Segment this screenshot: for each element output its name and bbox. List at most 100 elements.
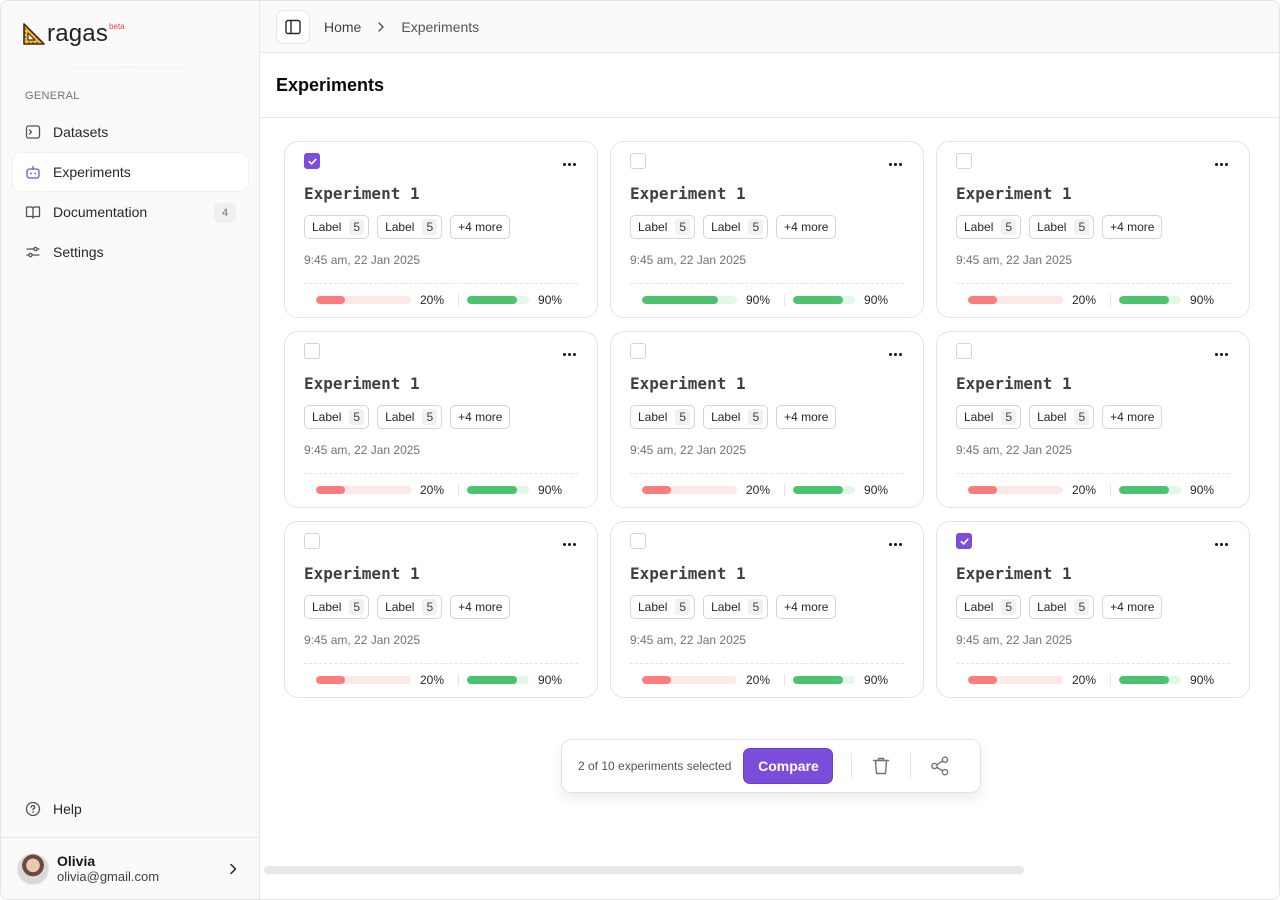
sidebar-item-label: Documentation [53,204,148,220]
select-checkbox[interactable] [956,343,972,359]
sidebar-item-settings[interactable]: Settings [13,233,248,271]
select-checkbox[interactable] [630,343,646,359]
metric-fill [642,676,671,684]
more-labels-chip[interactable]: +4 more [776,405,837,429]
sidebar-item-datasets[interactable]: Datasets [13,113,248,151]
label-chip[interactable]: Label 5 [703,215,769,239]
help-link[interactable]: Help [13,790,248,828]
experiment-card[interactable]: Experiment 1 Label 5 Label 5 +4 more 9:4… [284,141,598,318]
experiment-card[interactable]: Experiment 1 Label 5 Label 5 +4 more 9:4… [936,141,1250,318]
label-chip[interactable]: Label 5 [630,405,696,429]
select-checkbox[interactable] [630,153,646,169]
experiment-card[interactable]: Experiment 1 Label 5 Label 5 +4 more 9:4… [284,331,598,508]
more-options-button[interactable] [559,536,579,552]
compare-button[interactable]: Compare [743,748,834,784]
metric-value: 90% [864,483,889,497]
sidebar-item-experiments[interactable]: Experiments [13,153,248,191]
label-chip[interactable]: Label 5 [1029,405,1095,429]
share-icon[interactable] [929,755,951,777]
label-chip[interactable]: Label 5 [304,215,370,239]
toggle-sidebar-button[interactable] [276,9,310,44]
more-labels-chip[interactable]: +4 more [776,215,837,239]
sidebar-item-label: Experiments [53,164,131,180]
metric-fill [1119,296,1170,304]
horizontal-scrollbar[interactable] [264,866,1024,874]
more-labels-chip[interactable]: +4 more [450,595,511,619]
label-chip[interactable]: Label 5 [377,595,443,619]
experiment-card[interactable]: Experiment 1 Label 5 Label 5 +4 more 9:4… [610,521,924,698]
chevron-right-icon[interactable] [225,861,241,877]
user-email: olivia@gmail.com [57,869,160,884]
label-chip[interactable]: Label 5 [703,405,769,429]
label-chip[interactable]: Label 5 [630,215,696,239]
experiment-card[interactable]: Experiment 1 Label 5 Label 5 +4 more 9:4… [610,141,924,318]
select-checkbox[interactable] [304,533,320,549]
label-chip[interactable]: Label 5 [1029,595,1095,619]
select-checkbox[interactable] [956,533,972,549]
more-labels-chip[interactable]: +4 more [776,595,837,619]
more-options-button[interactable] [885,156,905,172]
experiment-card[interactable]: Experiment 1 Label 5 Label 5 +4 more 9:4… [284,521,598,698]
user-profile[interactable]: Olivia olivia@gmail.com [17,853,245,885]
more-labels-chip[interactable]: +4 more [450,405,511,429]
select-checkbox[interactable] [956,153,972,169]
label-chip[interactable]: Label 5 [956,405,1022,429]
label-chip[interactable]: Label 5 [703,595,769,619]
metric-bar [1119,486,1182,494]
metric-fill [968,676,997,684]
select-checkbox[interactable] [304,153,320,169]
metric-value: 20% [420,483,445,497]
label-name: Label [964,220,994,234]
select-checkbox[interactable] [304,343,320,359]
breadcrumb-home[interactable]: Home [324,18,362,35]
experiment-card[interactable]: Experiment 1 Label 5 Label 5 +4 more 9:4… [936,521,1250,698]
divider [956,663,1230,664]
metric-bar [642,676,737,684]
label-name: Label [385,220,415,234]
more-options-button[interactable] [1211,156,1231,172]
page-header: Experiments [260,53,1279,118]
experiment-title: Experiment 1 [304,374,420,393]
label-count: 5 [1074,219,1090,235]
dot [888,162,892,166]
trash-icon[interactable] [870,755,892,777]
more-options-button[interactable] [1211,346,1231,362]
label-chip[interactable]: Label 5 [304,405,370,429]
dot [1219,352,1223,356]
metric-bar [316,676,411,684]
divider [1,67,259,68]
more-options-button[interactable] [885,346,905,362]
experiment-card[interactable]: Experiment 1 Label 5 Label 5 +4 more 9:4… [610,331,924,508]
more-options-button[interactable] [885,536,905,552]
sidebar-item-documentation[interactable]: Documentation 4 [13,193,248,231]
brand-logo[interactable]: ragas beta [21,17,125,47]
label-count: 5 [349,599,365,615]
label-chip[interactable]: Label 5 [956,215,1022,239]
label-chip[interactable]: Label 5 [630,595,696,619]
label-chip[interactable]: Label 5 [956,595,1022,619]
label-chip[interactable]: Label 5 [377,405,443,429]
metric-value: 20% [746,483,771,497]
label-chip[interactable]: Label 5 [1029,215,1095,239]
label-chips: Label 5 Label 5 +4 more [956,215,1163,239]
more-labels-chip[interactable]: +4 more [1102,595,1163,619]
metric-fill [642,296,718,304]
more-options-button[interactable] [559,156,579,172]
help-circle-icon [25,801,41,817]
metric-bar [1119,296,1182,304]
label-chip[interactable]: Label 5 [304,595,370,619]
more-labels-chip[interactable]: +4 more [450,215,511,239]
select-checkbox[interactable] [630,533,646,549]
experiment-title: Experiment 1 [956,374,1072,393]
metric-value: 90% [538,293,563,307]
more-options-button[interactable] [559,346,579,362]
experiment-card[interactable]: Experiment 1 Label 5 Label 5 +4 more 9:4… [936,331,1250,508]
label-chip[interactable]: Label 5 [377,215,443,239]
more-labels-chip[interactable]: +4 more [1102,215,1163,239]
brand-name: ragas [47,20,109,47]
experiment-title: Experiment 1 [630,184,746,203]
label-count: 5 [748,219,764,235]
more-options-button[interactable] [1211,536,1231,552]
more-labels-chip[interactable]: +4 more [1102,405,1163,429]
